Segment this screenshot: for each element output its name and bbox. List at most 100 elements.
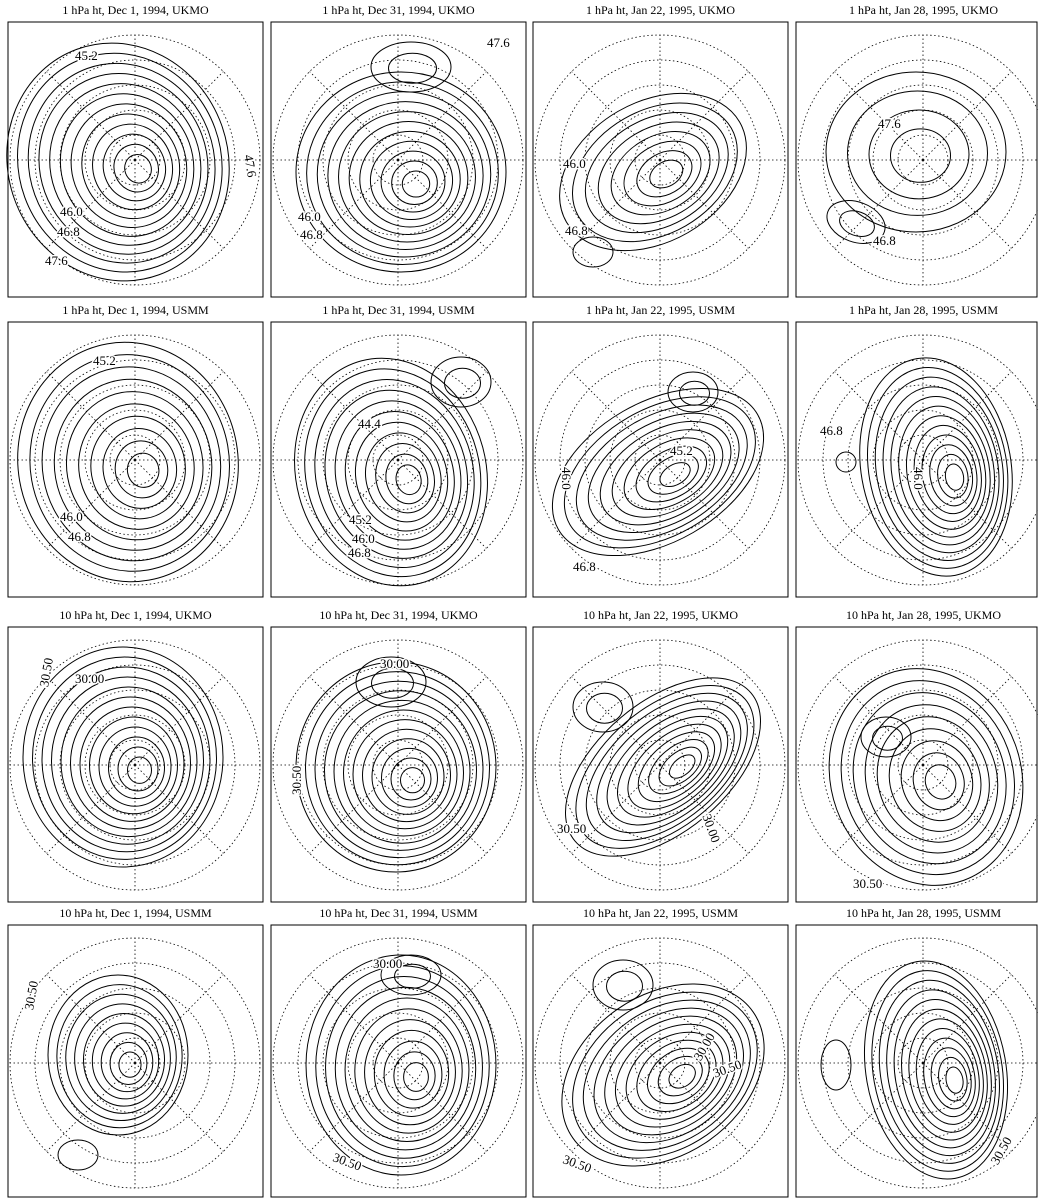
contour-line <box>892 1002 998 1147</box>
contour-label: 30.00 <box>75 671 104 686</box>
contour-line <box>890 731 984 831</box>
contour-line <box>875 716 995 845</box>
contour-line <box>349 121 468 234</box>
contour-line <box>0 325 257 600</box>
contour-line <box>118 747 158 791</box>
contour-label: 46.8 <box>57 224 80 239</box>
contour-line <box>52 677 204 844</box>
contour-line <box>306 955 496 1175</box>
panel-title: 10 hPa ht, Jan 22, 1995, UKMO <box>583 608 738 622</box>
map-panel: 10 hPa ht, Jan 28, 1995, UKMO 30.50 <box>796 608 1038 913</box>
contour-label: 45.2 <box>349 512 372 527</box>
contour-line <box>61 687 197 837</box>
contour-line <box>843 346 1029 589</box>
contour-label: 46.0 <box>60 204 83 219</box>
contour-line <box>626 718 728 815</box>
panel-title: 1 hPa ht, Jan 22, 1995, USMM <box>586 303 735 317</box>
map-panel: 10 hPa ht, Jan 22, 1995, UKMO30.5030.00 <box>533 608 793 902</box>
meridian <box>572 1063 660 1151</box>
contour-line <box>92 1023 158 1099</box>
meridian <box>47 1063 135 1151</box>
contour-line <box>307 82 499 265</box>
map-panel: 10 hPa ht, Dec 1, 1994, UKMO30.5030.00 <box>8 608 263 902</box>
contour-label: 30.00 <box>690 1030 718 1063</box>
contour-line <box>861 717 911 757</box>
contour-line <box>607 971 643 1001</box>
meridian <box>835 765 923 853</box>
meridian <box>310 975 398 1063</box>
panel-title: 1 hPa ht, Dec 1, 1994, UKMO <box>62 3 209 17</box>
contour-line <box>111 437 173 502</box>
contour-line <box>48 975 188 1135</box>
contour-line <box>125 451 162 490</box>
contour-label: 30.50 <box>853 876 882 891</box>
contour-label: 46.8 <box>873 233 896 248</box>
contour-line <box>836 452 856 472</box>
contour-label: 30.50 <box>561 1152 594 1176</box>
map-panel: 1 hPa ht, Jan 22, 1995, UKMO46.046.8 <box>531 3 788 297</box>
contour-line <box>665 750 699 782</box>
contour-line <box>891 129 951 182</box>
contour-line <box>391 758 431 800</box>
contour-label: 47.6 <box>878 116 901 131</box>
map-panel: 1 hPa ht, Jan 22, 1995, USMM46.045.246.8 <box>523 303 792 597</box>
map-panel: 10 hPa ht, Jan 28, 1995, USMM30.50 <box>796 906 1038 1197</box>
meridian <box>398 72 486 160</box>
contour-line <box>404 1063 429 1092</box>
contour-line <box>639 729 718 804</box>
contour-label: 46.8 <box>820 423 843 438</box>
contour-line <box>905 746 972 818</box>
contour-line <box>0 37 243 290</box>
map-panel: 1 hPa ht, Dec 1, 1994, UKMO45.246.046.84… <box>0 3 263 313</box>
panel-title: 10 hPa ht, Dec 31, 1994, USMM <box>319 906 478 920</box>
map-panel: 1 hPa ht, Dec 1, 1994, USMM 45.2 46.0 46.8 <box>0 303 263 600</box>
contour-label: 47.6 <box>45 253 68 268</box>
contour-line <box>355 1009 462 1133</box>
panel-title: 1 hPa ht, Dec 1, 1994, USMM <box>62 303 209 317</box>
contour-label: 45.2 <box>93 353 116 368</box>
contour-line <box>42 667 210 852</box>
contour-label: 30.50 <box>21 980 41 1011</box>
contour-label: 44.4 <box>358 416 381 431</box>
contour-line <box>596 115 725 232</box>
contour-label: 46.0 <box>911 467 926 490</box>
contour-line <box>389 53 437 83</box>
contour-label: 30.50 <box>289 766 304 795</box>
panel-frame <box>796 322 1037 597</box>
contour-label: 46.0 <box>298 209 321 224</box>
meridian <box>923 72 1011 160</box>
contour-line <box>554 969 779 1182</box>
contour-label: 46.8 <box>68 529 91 544</box>
contour-label: 30.00 <box>373 956 402 971</box>
contour-label: 45.2 <box>670 443 693 458</box>
contour-line <box>573 237 613 267</box>
contour-label: 46.0 <box>559 467 574 490</box>
contour-line <box>380 449 433 508</box>
map-panel: 1 hPa ht, Jan 28, 1995, USMM46.846.0 <box>796 303 1038 597</box>
contour-line <box>382 748 438 807</box>
contour-line <box>612 708 736 826</box>
contour-label: 47.6 <box>487 35 510 50</box>
contour-line <box>431 357 491 407</box>
panel-title: 10 hPa ht, Jan 28, 1995, UKMO <box>846 608 1001 622</box>
meridian <box>310 72 398 160</box>
meridian <box>572 975 660 1063</box>
contour-line <box>325 691 477 851</box>
contour-line <box>128 757 152 783</box>
contour-line <box>934 452 971 501</box>
contour-line <box>58 1140 98 1170</box>
panel-title: 1 hPa ht, Dec 31, 1994, USMM <box>322 303 475 317</box>
contour-label: 46.0 <box>60 509 83 524</box>
map-panel: 1 hPa ht, Dec 31, 1994, USMM44.445.246.0… <box>269 303 526 608</box>
contour-label: 46.8 <box>348 545 371 560</box>
meridian <box>47 975 135 1063</box>
contour-line <box>582 992 759 1160</box>
contour-line <box>374 1030 448 1116</box>
figure: 1 hPa ht, Dec 1, 1994, UKMO 45.2 46.0 46.8 4… <box>0 0 1038 1198</box>
contour-line <box>826 72 1006 232</box>
meridian <box>135 975 223 1063</box>
map-panel: 10 hPa ht, Dec 31, 1994, USMM30.0030.50 <box>271 906 526 1197</box>
contour-line <box>326 977 483 1159</box>
